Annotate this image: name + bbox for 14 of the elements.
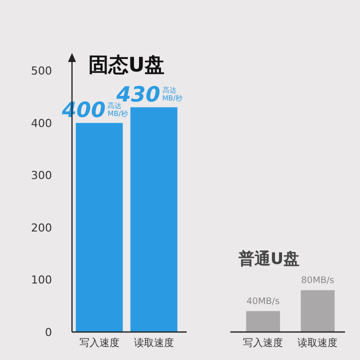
annotation: 普通U盘 xyxy=(238,249,300,268)
y-tick-label: 0 xyxy=(45,326,52,339)
x-tick-label: 写入速度 xyxy=(79,337,120,349)
y-tick-label: 400 xyxy=(31,116,52,130)
annotation: 固态U盘 xyxy=(88,52,165,77)
y-tick-label: 300 xyxy=(31,169,52,182)
x-tick-label: 读取速度 xyxy=(134,337,174,349)
y-tick-label: 100 xyxy=(31,274,52,287)
x-tick-label: 读取速度 xyxy=(298,337,338,349)
data-label: 80MB/s xyxy=(301,276,335,286)
data-label: 40MB/s xyxy=(246,297,280,308)
y-tick-label: 500 xyxy=(31,64,52,78)
y-tick-label: 200 xyxy=(31,221,52,234)
x-tick-label: 写入速度 xyxy=(243,337,284,349)
